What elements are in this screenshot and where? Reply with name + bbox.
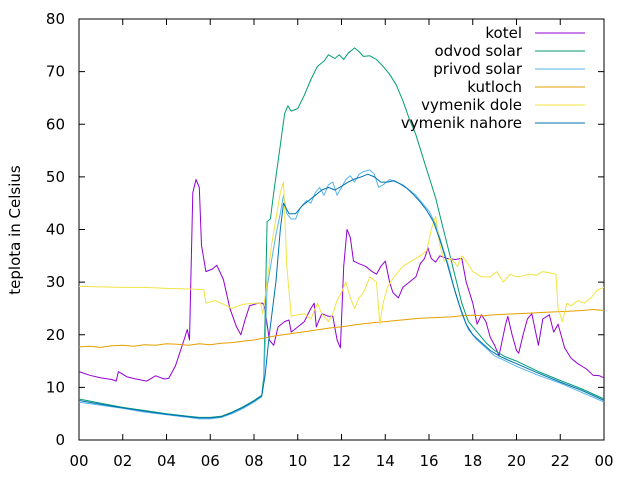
x-tick-label: 16 bbox=[419, 452, 438, 470]
y-tick-label: 50 bbox=[46, 168, 65, 186]
series-line-kutloch bbox=[78, 309, 605, 348]
axis-layer: 0 10 20 30 40 50 60 70 80 00 02 04 06 08 10 12 14 16 18 20 2… bbox=[46, 10, 614, 470]
y-axis-label: teplota in Celsius bbox=[6, 165, 24, 295]
x-tick-label: 22 bbox=[551, 452, 570, 470]
y-tick-label: 10 bbox=[46, 378, 65, 396]
x-tick-label: 02 bbox=[113, 452, 132, 470]
legend-label: vymenik nahore bbox=[401, 114, 522, 132]
legend-label: vymenik dole bbox=[421, 96, 522, 114]
x-tick-label: 20 bbox=[507, 452, 526, 470]
series-layer bbox=[78, 47, 605, 420]
y-tick-label: 70 bbox=[46, 63, 65, 81]
legend-label: odvod solar bbox=[434, 42, 522, 60]
y-tick-label: 60 bbox=[46, 115, 65, 133]
x-tick-label: 18 bbox=[463, 452, 482, 470]
legend-label: kutloch bbox=[467, 78, 522, 96]
x-tick-label: 10 bbox=[288, 452, 307, 470]
series-line-vymenik-dole bbox=[78, 181, 605, 325]
x-tick-label: 06 bbox=[201, 452, 220, 470]
x-tick-label: 00 bbox=[594, 452, 613, 470]
series-line-privod-solar bbox=[78, 169, 605, 420]
series-line-kotel bbox=[78, 179, 605, 382]
y-tick-label: 80 bbox=[46, 10, 65, 28]
y-tick-label: 30 bbox=[46, 273, 65, 291]
y-tick-label: 0 bbox=[55, 431, 65, 449]
x-tick-label: 14 bbox=[376, 452, 395, 470]
series-line-odvod-solar bbox=[78, 47, 605, 418]
y-tick-label: 20 bbox=[46, 326, 65, 344]
legend-label: privod solar bbox=[433, 60, 523, 78]
x-tick-label: 00 bbox=[69, 452, 88, 470]
x-tick-label: 04 bbox=[157, 452, 176, 470]
legend-label: kotel bbox=[485, 24, 522, 42]
x-tick-label: 08 bbox=[244, 452, 263, 470]
y-tick-label: 40 bbox=[46, 221, 65, 239]
x-tick-label: 12 bbox=[332, 452, 351, 470]
series-line-vymenik-nahore bbox=[78, 173, 605, 419]
